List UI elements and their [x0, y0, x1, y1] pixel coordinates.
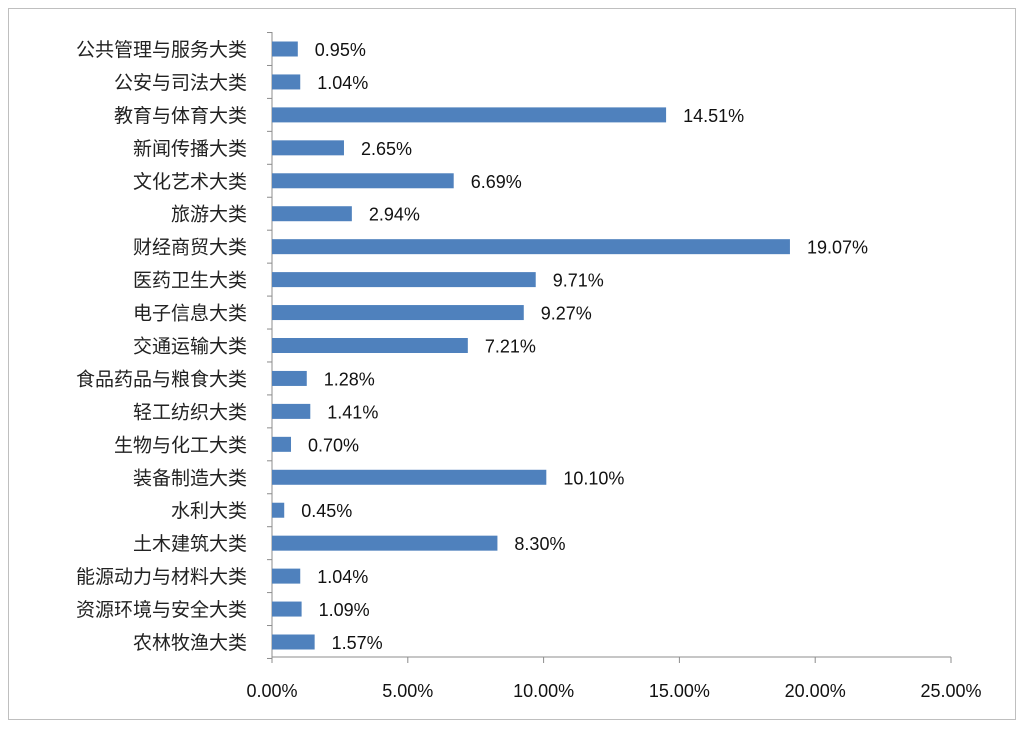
chart-frame	[8, 8, 1016, 720]
data-label: 0.70%	[308, 435, 359, 455]
data-label: 1.04%	[317, 73, 368, 93]
category-label: 新闻传播大类	[133, 138, 247, 160]
data-label: 1.41%	[327, 402, 378, 422]
category-label: 公安与司法大类	[114, 72, 247, 94]
bar	[272, 239, 790, 255]
data-label: 9.71%	[553, 271, 604, 291]
category-label: 农林牧渔大类	[133, 632, 247, 654]
x-tick-label: 15.00%	[649, 681, 710, 701]
category-label: 教育与体育大类	[114, 105, 247, 127]
bar	[272, 140, 344, 156]
data-label: 19.07%	[807, 238, 868, 258]
bar	[272, 338, 468, 353]
data-label: 6.69%	[471, 172, 522, 192]
bar	[272, 370, 307, 386]
category-label: 医药卫生大类	[133, 270, 247, 292]
category-label: 交通运输大类	[133, 336, 247, 358]
bar	[272, 173, 454, 189]
bar	[272, 403, 311, 419]
data-label: 14.51%	[683, 106, 744, 126]
data-label: 2.65%	[361, 139, 412, 159]
x-tick-label: 20.00%	[785, 681, 846, 701]
bar	[272, 634, 315, 650]
bar	[272, 74, 301, 90]
category-label: 旅游大类	[171, 204, 247, 226]
data-label: 1.57%	[332, 633, 383, 653]
category-label: 食品药品与粮食大类	[76, 368, 247, 390]
category-label: 水利大类	[171, 500, 247, 522]
category-label: 装备制造大类	[133, 467, 247, 489]
category-label: 文化艺术大类	[133, 171, 247, 193]
bar	[272, 107, 667, 123]
data-label: 2.94%	[369, 205, 420, 225]
category-label: 生物与化工大类	[114, 434, 247, 456]
category-label: 能源动力与材料大类	[76, 566, 247, 588]
bar	[272, 272, 536, 288]
bar	[272, 601, 302, 617]
category-label: 电子信息大类	[133, 303, 247, 325]
data-label: 9.27%	[541, 304, 592, 324]
category-label: 轻工纺织大类	[133, 401, 247, 423]
bar	[272, 502, 285, 518]
bar	[272, 206, 352, 222]
x-tick-label: 25.00%	[920, 681, 981, 701]
data-label: 0.95%	[315, 40, 366, 60]
data-label: 8.30%	[514, 534, 565, 554]
x-tick-label: 0.00%	[246, 681, 297, 701]
bar	[272, 568, 301, 584]
bar	[272, 535, 498, 551]
bar	[272, 436, 292, 452]
bar	[272, 41, 298, 57]
category-label: 土木建筑大类	[133, 533, 247, 555]
category-label: 财经商贸大类	[133, 237, 247, 259]
bar	[272, 469, 547, 485]
x-tick-label: 10.00%	[513, 681, 574, 701]
category-label: 资源环境与安全大类	[76, 599, 247, 621]
category-label: 公共管理与服务大类	[76, 39, 247, 61]
x-tick-label: 5.00%	[382, 681, 433, 701]
data-label: 0.45%	[301, 501, 352, 521]
data-label: 7.21%	[485, 337, 536, 357]
data-label: 1.09%	[319, 600, 370, 620]
data-label: 10.10%	[563, 468, 624, 488]
bar	[272, 305, 524, 321]
data-label: 1.28%	[324, 369, 375, 389]
data-label: 1.04%	[317, 567, 368, 587]
